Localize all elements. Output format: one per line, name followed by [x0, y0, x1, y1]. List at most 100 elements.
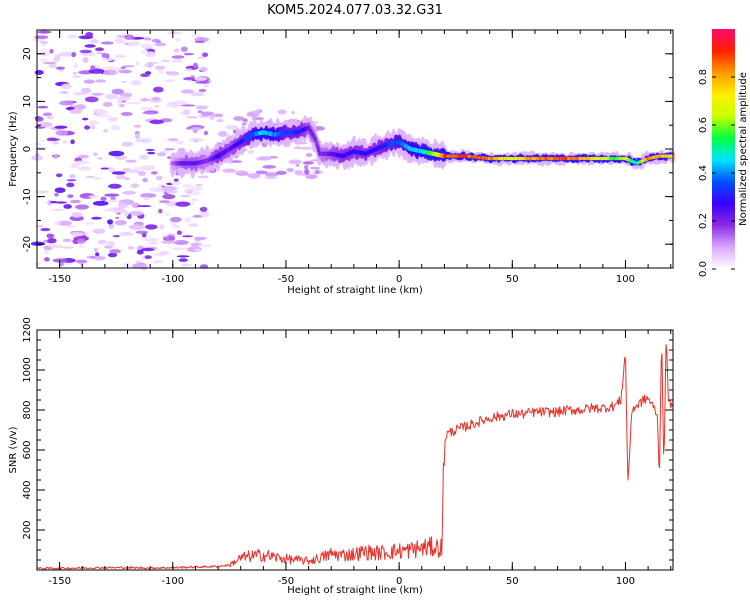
spectrogram-noise-blob — [108, 166, 116, 173]
spectrogram-noise-blob — [107, 219, 114, 225]
spectrogram-noise-blob — [112, 235, 121, 238]
spectrogram-noise-blob — [111, 171, 126, 175]
spectrogram-noise-blob — [128, 210, 144, 216]
spectrogram-noise-blob — [233, 116, 245, 121]
spectrogram-noise-blob — [199, 206, 208, 212]
spectrogram-noise-blob — [277, 109, 287, 115]
spectrogram-noise-blob — [175, 201, 191, 207]
spectrogram-noise-blob — [160, 234, 168, 237]
spectrogram-noise-blob — [203, 130, 208, 136]
spectrogram-noise-blob — [192, 215, 203, 218]
spectrogram-noise-blob — [197, 56, 205, 59]
spectrogram-noise-blob — [194, 40, 205, 44]
snr-x-tick-label: 100 — [616, 576, 635, 587]
spectrogram-noise-blob — [72, 72, 78, 75]
spectrogram-noise-blob — [193, 62, 198, 69]
spectrogram-noise-blob — [97, 239, 108, 245]
spectrogram-noise-blob — [108, 150, 125, 157]
spectrogram-y-tick-label: 10 — [22, 95, 33, 108]
spectrogram-noise-blob — [139, 154, 149, 160]
spectrogram-noise-blob — [173, 48, 180, 53]
spectrogram-noise-blob — [75, 204, 89, 210]
spectrogram-noise-blob — [111, 88, 125, 95]
spectrogram-noise-blob — [142, 111, 155, 115]
spectrogram-noise-blob — [39, 48, 47, 52]
spectrogram-noise-blob — [140, 256, 146, 260]
spectrogram-noise-blob — [150, 171, 158, 175]
spectrogram-noise-blob — [71, 211, 83, 218]
spectrogram-noise-blob — [115, 216, 120, 219]
spectrogram-noise-blob — [102, 101, 113, 107]
spectrogram-noise-blob — [161, 186, 178, 191]
spectrogram-noise-blob — [134, 260, 143, 263]
snr-background — [37, 330, 673, 570]
spectrogram-noise-blob — [140, 73, 150, 78]
spectrogram-noise-blob — [157, 152, 167, 157]
spectrogram-noise-blob — [247, 173, 261, 179]
spectrogram-noise-blob — [194, 184, 203, 187]
spectrogram-noise-blob — [121, 141, 134, 147]
spectrogram-noise-blob — [84, 222, 95, 225]
spectrogram-noise-blob — [176, 230, 182, 235]
spectrogram-noise-blob — [209, 114, 215, 120]
spectrogram-noise-blob — [85, 175, 95, 179]
spectrogram-x-tick-label: -150 — [48, 274, 71, 285]
spectrogram-noise-blob — [167, 138, 179, 141]
spectrogram-noise-blob — [131, 202, 141, 209]
spectrogram-noise-blob — [181, 235, 194, 238]
snr-x-ticks: -150 -100 -50 0 50 100 — [36, 330, 672, 587]
spectrogram-noise-blob — [196, 186, 202, 191]
spectrogram-noise-blob — [52, 57, 60, 63]
spectrogram-noise-blob — [114, 54, 126, 58]
spectrogram-noise-blob — [171, 55, 185, 59]
spectrogram-noise-blob — [151, 96, 161, 101]
spectrogram-noise-blob — [190, 201, 195, 205]
spectrogram-noise-blob — [160, 59, 171, 63]
spectrogram-noise-blob — [171, 58, 183, 63]
spectrogram-noise-blob — [302, 161, 314, 165]
spectrogram-noise-blob — [143, 255, 152, 260]
colorbar-tick-label: 0.8 — [698, 69, 709, 85]
snr-panel: -150 -100 -50 0 50 100 200 400 600 800 1000 1200 H… — [8, 317, 674, 596]
spectrogram-ridge-core — [317, 148, 321, 153]
spectrogram-noise-blob — [100, 167, 110, 170]
spectrogram-noise-blob — [73, 62, 79, 69]
spectrogram-noise-blob — [135, 230, 148, 234]
spectrogram-noise-blob — [293, 146, 303, 150]
spectrogram-noise-blob — [290, 110, 295, 114]
snr-x-tick-label: -150 — [48, 576, 71, 587]
spectrogram-y-tick-label: -20 — [22, 236, 33, 252]
spectrogram-noise-blob — [120, 112, 133, 116]
spectrogram-noise-blob — [123, 211, 129, 217]
spectrogram-noise-blob — [62, 140, 68, 144]
spectrogram-noise-blob — [40, 227, 51, 232]
spectrogram-noise-blob — [54, 187, 66, 193]
spectrogram-noise-blob — [136, 205, 152, 208]
spectrogram-noise-blob — [197, 175, 209, 179]
spectrogram-y-ticks: -20 -10 0 10 20 — [22, 29, 673, 269]
spectrogram-noise-blob — [258, 156, 272, 161]
spectrogram-noise-blob — [72, 75, 82, 78]
spectrogram-noise-blob — [79, 49, 92, 54]
spectrogram-noise-blob — [309, 166, 321, 170]
spectrogram-noise-blob — [40, 139, 45, 142]
spectrogram-noise-blob — [125, 159, 138, 163]
spectrogram-noise-blob — [101, 66, 117, 70]
spectrogram-noise-blob — [190, 127, 203, 131]
spectrogram-noise-blob — [54, 201, 67, 204]
spectrogram-noise-blob — [142, 177, 148, 183]
spectrogram-noise-blob — [140, 106, 154, 111]
spectrogram-noise-blob — [145, 148, 156, 152]
spectrogram-noise-blob — [140, 193, 157, 198]
spectrogram-noise-blob — [141, 43, 154, 49]
spectrogram-noise-blob — [264, 172, 279, 177]
spectrogram-noise-blob — [100, 196, 107, 201]
spectrogram-noise-blob — [102, 129, 109, 133]
spectrogram-noise-blob — [47, 199, 53, 206]
spectrogram-noise-blob — [141, 248, 155, 252]
spectrogram-noise-blob — [191, 34, 201, 38]
spectrogram-noise-blob — [135, 61, 140, 65]
spectrogram-noise-blob — [66, 179, 77, 182]
spectrogram-noise-blob — [63, 204, 72, 209]
spectrogram-noise-blob — [70, 139, 75, 145]
